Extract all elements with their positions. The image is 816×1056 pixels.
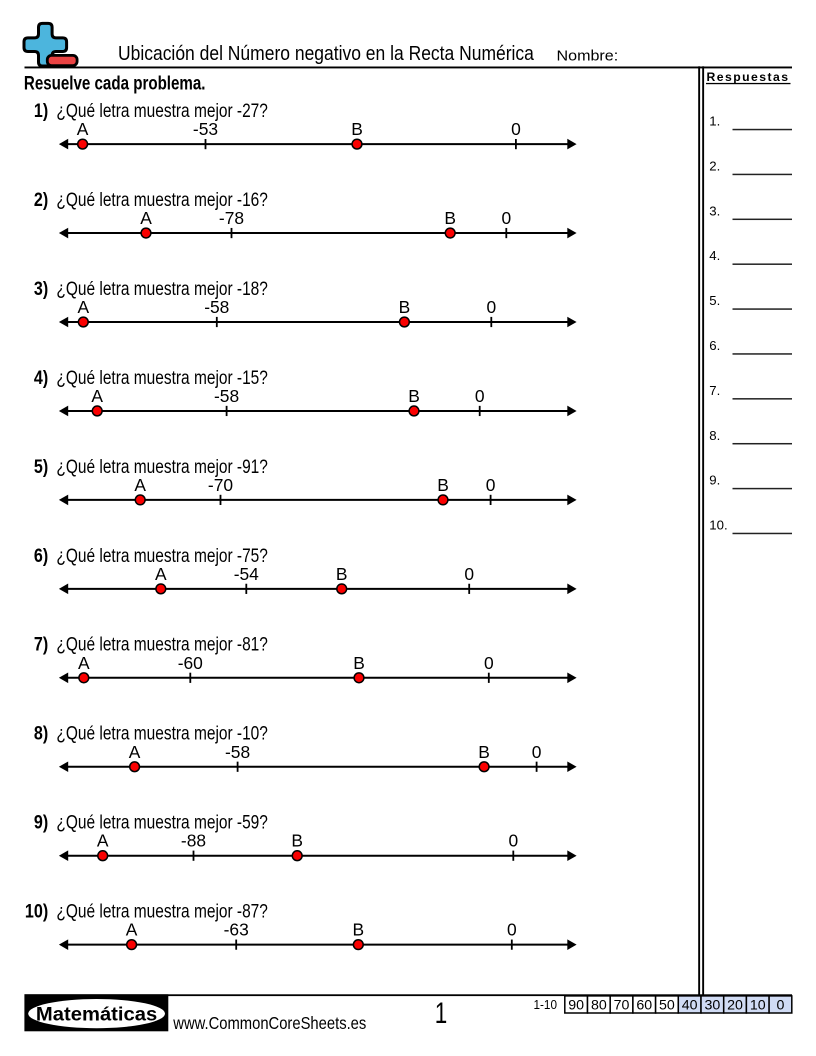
svg-text:¿Qué letra muestra mejor -27?: ¿Qué letra muestra mejor -27?: [56, 101, 268, 122]
svg-text:20: 20: [727, 998, 743, 1014]
svg-text:B: B: [478, 742, 490, 762]
svg-text:B: B: [291, 831, 303, 851]
svg-text:-60: -60: [178, 653, 203, 673]
svg-text:0: 0: [532, 742, 542, 762]
svg-text:-58: -58: [204, 297, 229, 317]
svg-text:A: A: [77, 119, 89, 139]
svg-text:6): 6): [34, 546, 48, 567]
svg-text:6.: 6.: [709, 338, 720, 353]
svg-text:10): 10): [25, 902, 48, 923]
svg-text:2.: 2.: [709, 158, 720, 173]
svg-text:40: 40: [682, 998, 698, 1014]
svg-text:0: 0: [464, 564, 474, 584]
svg-text:0: 0: [486, 475, 496, 495]
svg-text:0: 0: [507, 920, 517, 940]
svg-text:30: 30: [704, 998, 720, 1014]
svg-text:-70: -70: [208, 475, 233, 495]
svg-text:B: B: [408, 386, 420, 406]
svg-text:Nombre:: Nombre:: [557, 49, 619, 65]
svg-text:¿Qué letra muestra mejor -10?: ¿Qué letra muestra mejor -10?: [56, 724, 268, 745]
svg-text:¿Qué letra muestra mejor -87?: ¿Qué letra muestra mejor -87?: [56, 902, 268, 923]
svg-text:Resuelve cada problema.: Resuelve cada problema.: [24, 73, 206, 94]
svg-text:www.CommonCoreSheets.es: www.CommonCoreSheets.es: [172, 1013, 366, 1033]
svg-text:B: B: [399, 297, 411, 317]
svg-text:0: 0: [511, 119, 521, 139]
svg-text:1.: 1.: [709, 114, 720, 129]
svg-text:0: 0: [508, 831, 518, 851]
svg-text:1): 1): [34, 101, 48, 122]
svg-text:4): 4): [34, 368, 48, 389]
svg-text:1: 1: [435, 997, 448, 1030]
svg-text:B: B: [353, 653, 365, 673]
svg-text:¿Qué letra muestra mejor -16?: ¿Qué letra muestra mejor -16?: [56, 190, 268, 211]
svg-text:¿Qué letra muestra mejor -81?: ¿Qué letra muestra mejor -81?: [56, 635, 268, 656]
svg-text:80: 80: [591, 998, 607, 1014]
svg-text:A: A: [78, 653, 90, 673]
svg-text:¿Qué letra muestra mejor -18?: ¿Qué letra muestra mejor -18?: [56, 279, 268, 300]
svg-text:8): 8): [34, 724, 48, 745]
svg-text:8.: 8.: [709, 428, 720, 443]
svg-text:A: A: [91, 386, 103, 406]
svg-text:0: 0: [486, 297, 496, 317]
svg-text:0: 0: [475, 386, 485, 406]
svg-text:A: A: [134, 475, 146, 495]
svg-text:0: 0: [501, 208, 511, 228]
svg-text:A: A: [129, 742, 141, 762]
svg-text:9.: 9.: [709, 473, 720, 488]
svg-text:A: A: [126, 920, 138, 940]
svg-text:5): 5): [34, 457, 48, 478]
svg-text:Ubicación del Número negativo: Ubicación del Número negativo en la Rect…: [118, 43, 535, 65]
svg-text:¿Qué letra muestra mejor -15?: ¿Qué letra muestra mejor -15?: [56, 368, 268, 389]
svg-text:¿Qué letra muestra mejor -91?: ¿Qué letra muestra mejor -91?: [56, 457, 268, 478]
svg-text:-58: -58: [214, 386, 239, 406]
svg-text:0: 0: [484, 653, 494, 673]
svg-text:70: 70: [614, 998, 630, 1014]
svg-text:3): 3): [34, 279, 48, 300]
svg-text:7): 7): [34, 635, 48, 656]
svg-text:-63: -63: [224, 920, 249, 940]
svg-text:90: 90: [568, 998, 584, 1014]
svg-text:B: B: [352, 920, 364, 940]
svg-text:60: 60: [636, 998, 652, 1014]
svg-text:1-10: 1-10: [534, 997, 558, 1012]
svg-text:B: B: [444, 208, 456, 228]
svg-text:B: B: [437, 475, 449, 495]
svg-text:¿Qué letra muestra mejor -75?: ¿Qué letra muestra mejor -75?: [56, 546, 268, 567]
svg-text:-88: -88: [181, 831, 206, 851]
svg-text:10: 10: [750, 998, 766, 1014]
svg-text:0: 0: [777, 998, 785, 1014]
svg-text:3.: 3.: [709, 203, 720, 218]
svg-text:10.: 10.: [709, 518, 727, 533]
svg-text:B: B: [351, 119, 363, 139]
svg-text:A: A: [97, 831, 109, 851]
svg-text:7.: 7.: [709, 383, 720, 398]
svg-text:Matemáticas: Matemáticas: [36, 1003, 157, 1025]
svg-text:-78: -78: [219, 208, 244, 228]
svg-text:-54: -54: [234, 564, 259, 584]
svg-text:-53: -53: [193, 119, 218, 139]
svg-text:Respuestas: Respuestas: [707, 70, 790, 84]
svg-text:-58: -58: [225, 742, 250, 762]
svg-text:A: A: [140, 208, 152, 228]
svg-text:5.: 5.: [709, 293, 720, 308]
svg-text:4.: 4.: [709, 248, 720, 263]
svg-text:9): 9): [34, 813, 48, 834]
svg-text:B: B: [336, 564, 348, 584]
svg-text:50: 50: [659, 998, 675, 1014]
svg-text:¿Qué letra muestra mejor -59?: ¿Qué letra muestra mejor -59?: [56, 813, 268, 834]
svg-text:2): 2): [34, 190, 48, 211]
svg-text:A: A: [155, 564, 167, 584]
svg-text:A: A: [77, 297, 89, 317]
